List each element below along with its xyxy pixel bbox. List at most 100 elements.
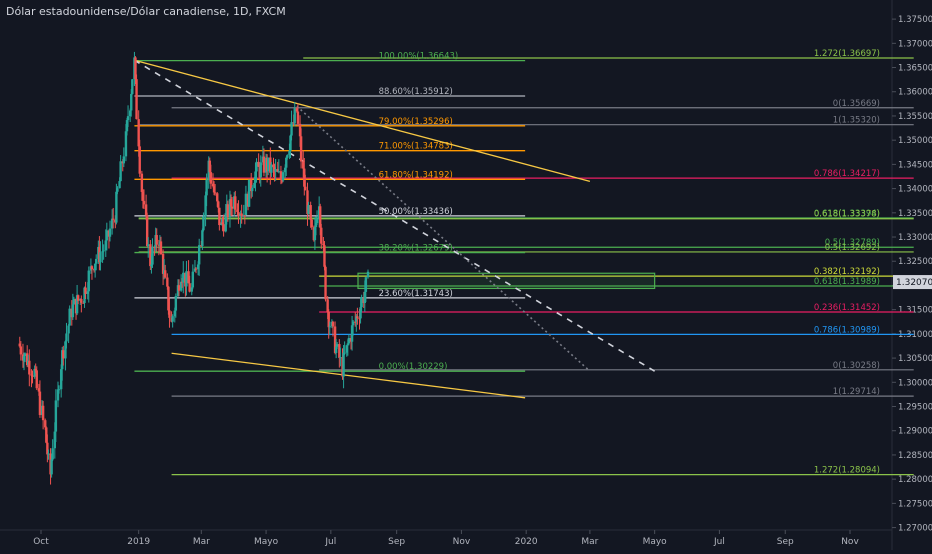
candle-body xyxy=(159,241,163,254)
candle-body xyxy=(247,179,251,207)
candle-body xyxy=(108,228,112,237)
candle-body xyxy=(217,201,220,208)
candle-body xyxy=(115,191,118,223)
fib-ext-label: 0.382(1.32192) xyxy=(814,267,880,277)
dashed-trendline xyxy=(134,59,656,372)
target-zone xyxy=(357,272,656,290)
x-tick-label: Mar xyxy=(581,537,598,547)
candle-body xyxy=(116,188,119,192)
candle-body xyxy=(105,230,109,241)
candle-body xyxy=(111,218,115,220)
candle-body xyxy=(293,108,296,124)
candle-body xyxy=(188,283,191,292)
y-tick-label: 1.31000 xyxy=(898,330,932,340)
candle-body xyxy=(18,343,21,347)
candle-body xyxy=(218,207,221,226)
fib-ext-label: 1(1.35320) xyxy=(833,116,880,126)
candle-body xyxy=(351,321,355,326)
candle-body xyxy=(22,356,26,361)
candle-body xyxy=(57,389,61,391)
y-tick-label: 1.28000 xyxy=(898,475,932,485)
trendline xyxy=(171,352,526,399)
candle-body xyxy=(197,245,201,265)
candle-body xyxy=(72,298,76,305)
candle-body xyxy=(364,277,368,292)
candle-body xyxy=(319,206,322,228)
y-tick-label: 1.34500 xyxy=(898,160,932,170)
candle-body xyxy=(190,287,193,292)
candle-body xyxy=(296,111,300,124)
candle-body xyxy=(50,459,53,475)
candle-body xyxy=(171,316,174,322)
x-tick-label: Nov xyxy=(453,537,471,547)
candle-body xyxy=(336,344,339,347)
candle-body xyxy=(309,205,312,220)
y-tick-label: 1.34000 xyxy=(898,185,932,195)
candle-body xyxy=(342,352,345,377)
fib-ext-label: 0.5(1.32789) xyxy=(825,238,880,248)
candle-body xyxy=(128,110,132,117)
candle-body xyxy=(93,263,97,271)
candle-body xyxy=(343,352,346,354)
candle-body xyxy=(222,224,225,232)
candle-body xyxy=(130,93,133,111)
candle-body xyxy=(323,245,326,267)
candle-body xyxy=(350,325,354,342)
candle-body xyxy=(119,161,122,182)
candle-body xyxy=(327,311,330,328)
candle-body xyxy=(288,150,291,156)
candle-body xyxy=(95,258,98,264)
candle-body xyxy=(212,186,216,193)
y-tick-label: 1.35000 xyxy=(898,136,932,146)
candle-body xyxy=(366,271,370,278)
candle-body xyxy=(274,169,277,172)
candle-body xyxy=(339,357,342,359)
candle-body xyxy=(283,167,287,173)
candle-body xyxy=(147,244,150,247)
fib-ext-label: 0.236(1.31452) xyxy=(814,303,880,313)
candle-body xyxy=(236,209,239,213)
candle-body xyxy=(277,171,281,173)
candle-body xyxy=(140,173,144,192)
candle-body xyxy=(75,295,79,314)
candle-body xyxy=(182,272,185,283)
candle-body xyxy=(266,157,270,172)
fib-label: 38.20%(1.32679) xyxy=(379,244,453,254)
candle-body xyxy=(303,168,306,187)
fib-label: 71.00%(1.34783) xyxy=(379,142,453,152)
candle-body xyxy=(347,338,351,344)
x-tick-label: Jul xyxy=(324,537,336,547)
candle-body xyxy=(82,302,85,304)
candle-body xyxy=(126,116,130,121)
candle-body xyxy=(124,131,128,157)
candle-body xyxy=(28,360,31,375)
candle-body xyxy=(38,391,42,415)
fib-ext-label: 0(1.30258) xyxy=(833,361,880,371)
candle-body xyxy=(187,271,190,284)
candle-body xyxy=(179,281,183,291)
x-tick-label: Oct xyxy=(33,537,49,547)
candle-body xyxy=(101,251,104,253)
candle-body xyxy=(243,215,247,217)
candle-body xyxy=(216,193,219,202)
candle-body xyxy=(110,218,114,229)
candle-body xyxy=(299,136,303,162)
candle-body xyxy=(150,264,153,267)
candle-body xyxy=(338,344,341,358)
candle-body xyxy=(87,270,90,292)
y-tick-label: 1.27000 xyxy=(898,524,932,534)
candle-body xyxy=(363,291,367,304)
fib-ext-label: 0.618(1.33394) xyxy=(814,209,880,219)
candle-body xyxy=(221,222,224,225)
candle-body xyxy=(84,287,87,294)
candle-body xyxy=(224,213,227,232)
fib-label: 100.00%(1.36643) xyxy=(379,52,459,62)
candle-body xyxy=(83,287,86,304)
candle-body xyxy=(229,199,233,207)
candle-body xyxy=(53,431,57,449)
candle-body xyxy=(279,171,283,180)
y-tick-label: 1.33000 xyxy=(898,233,932,243)
candle-body xyxy=(359,307,362,319)
candle-body xyxy=(240,213,243,217)
candle-body xyxy=(204,195,207,217)
